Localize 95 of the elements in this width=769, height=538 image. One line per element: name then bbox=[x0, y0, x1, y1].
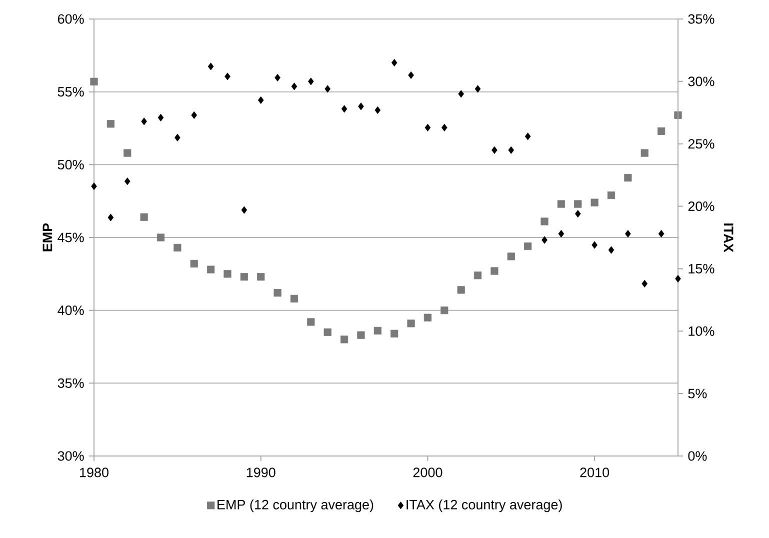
y-tick-label: 50% bbox=[58, 160, 84, 170]
point bbox=[642, 280, 648, 288]
y-tick-label: 60% bbox=[58, 14, 84, 24]
point bbox=[540, 218, 548, 226]
point bbox=[490, 267, 498, 275]
point bbox=[440, 306, 448, 314]
point bbox=[341, 105, 348, 113]
point bbox=[307, 318, 315, 326]
point bbox=[574, 200, 582, 208]
point bbox=[658, 127, 666, 135]
y2-tick-label: 5% bbox=[688, 388, 707, 398]
point bbox=[124, 149, 132, 157]
point bbox=[241, 206, 248, 214]
point bbox=[174, 134, 180, 142]
point bbox=[291, 82, 298, 90]
point bbox=[391, 58, 398, 66]
point bbox=[208, 62, 214, 70]
point bbox=[675, 274, 681, 282]
point bbox=[558, 230, 564, 238]
y2-tick-label: 35% bbox=[688, 14, 714, 24]
y2-axis-title: ITAX bbox=[724, 224, 734, 252]
point bbox=[290, 294, 298, 302]
point bbox=[141, 118, 147, 126]
point bbox=[674, 111, 682, 119]
y2-tick-label: 20% bbox=[688, 202, 714, 212]
y2-tick-label: 0% bbox=[688, 451, 707, 461]
point bbox=[390, 330, 398, 338]
point bbox=[240, 273, 248, 281]
point bbox=[91, 182, 97, 190]
point bbox=[524, 242, 532, 250]
point bbox=[258, 96, 264, 104]
y-axis-title: EMP bbox=[42, 223, 52, 252]
point bbox=[140, 213, 148, 221]
y2-tick-label: 30% bbox=[688, 76, 714, 86]
y-tick-label: 30% bbox=[58, 451, 84, 461]
y-tick-label: 40% bbox=[58, 306, 84, 316]
point bbox=[374, 106, 381, 114]
point bbox=[324, 85, 331, 93]
y-tick-label: 45% bbox=[58, 232, 84, 242]
point bbox=[424, 314, 432, 322]
point bbox=[592, 241, 598, 249]
x-tick-label: 1980 bbox=[80, 468, 108, 478]
point bbox=[106, 120, 114, 128]
x-tick-label: 2010 bbox=[580, 468, 610, 478]
point bbox=[108, 214, 114, 222]
point bbox=[408, 71, 414, 79]
point bbox=[640, 149, 648, 157]
point bbox=[524, 132, 531, 140]
point bbox=[340, 336, 348, 344]
x-tick-label: 2000 bbox=[413, 468, 442, 478]
point bbox=[607, 191, 616, 200]
point bbox=[274, 74, 280, 82]
point bbox=[174, 244, 182, 252]
point bbox=[624, 174, 632, 182]
point bbox=[474, 85, 481, 93]
point bbox=[207, 266, 215, 274]
point bbox=[274, 289, 282, 297]
point bbox=[257, 273, 265, 281]
point bbox=[308, 78, 314, 86]
y-tick-label: 55% bbox=[58, 87, 84, 97]
point bbox=[156, 234, 165, 242]
point bbox=[424, 124, 431, 132]
legend-label: ITAX (12 country average) bbox=[406, 500, 562, 512]
point bbox=[407, 320, 415, 328]
x-tick-label: 1990 bbox=[246, 468, 276, 478]
point bbox=[458, 90, 464, 98]
point bbox=[224, 270, 232, 278]
point bbox=[358, 102, 364, 110]
point bbox=[442, 124, 448, 132]
point bbox=[474, 272, 482, 280]
point bbox=[492, 146, 498, 154]
y2-tick-label: 15% bbox=[688, 264, 714, 274]
point bbox=[557, 200, 565, 208]
point bbox=[374, 326, 382, 335]
y2-tick-label: 10% bbox=[688, 326, 714, 336]
point bbox=[124, 178, 130, 186]
point bbox=[608, 246, 614, 254]
y2-tick-label: 25% bbox=[688, 139, 714, 149]
legend-label: EMP (12 country average) bbox=[218, 500, 374, 512]
point bbox=[508, 146, 514, 154]
point bbox=[158, 114, 164, 122]
point bbox=[90, 78, 98, 86]
point bbox=[658, 230, 664, 238]
point bbox=[224, 72, 230, 80]
point bbox=[625, 230, 631, 238]
point bbox=[590, 198, 598, 206]
point bbox=[324, 328, 332, 336]
point bbox=[191, 111, 198, 119]
point bbox=[542, 236, 548, 244]
point bbox=[507, 252, 515, 260]
y-tick-label: 35% bbox=[58, 378, 84, 388]
point bbox=[574, 210, 581, 218]
point bbox=[190, 260, 198, 268]
point bbox=[357, 331, 365, 339]
point bbox=[457, 286, 465, 294]
